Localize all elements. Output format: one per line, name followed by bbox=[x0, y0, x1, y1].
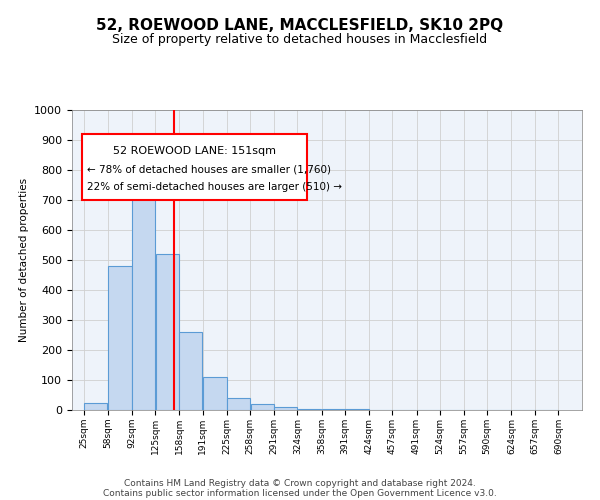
Bar bbox=[251, 404, 274, 410]
Text: 22% of semi-detached houses are larger (510) →: 22% of semi-detached houses are larger (… bbox=[88, 182, 342, 192]
Text: Size of property relative to detached houses in Macclesfield: Size of property relative to detached ho… bbox=[112, 32, 488, 46]
Bar bbox=[85, 402, 107, 410]
Bar bbox=[179, 332, 202, 410]
Bar bbox=[203, 377, 227, 410]
FancyBboxPatch shape bbox=[82, 134, 307, 200]
Bar bbox=[298, 408, 322, 410]
Text: 52, ROEWOOD LANE, MACCLESFIELD, SK10 2PQ: 52, ROEWOOD LANE, MACCLESFIELD, SK10 2PQ bbox=[97, 18, 503, 32]
Text: ← 78% of detached houses are smaller (1,760): ← 78% of detached houses are smaller (1,… bbox=[88, 164, 331, 174]
Bar bbox=[322, 409, 345, 410]
Bar bbox=[227, 398, 250, 410]
Text: Contains HM Land Registry data © Crown copyright and database right 2024.: Contains HM Land Registry data © Crown c… bbox=[124, 478, 476, 488]
Bar bbox=[132, 164, 155, 410]
Y-axis label: Number of detached properties: Number of detached properties bbox=[19, 178, 29, 342]
Bar bbox=[274, 407, 297, 410]
Bar bbox=[155, 254, 179, 410]
Bar bbox=[108, 266, 132, 410]
Text: Contains public sector information licensed under the Open Government Licence v3: Contains public sector information licen… bbox=[103, 488, 497, 498]
Text: 52 ROEWOOD LANE: 151sqm: 52 ROEWOOD LANE: 151sqm bbox=[113, 146, 276, 156]
